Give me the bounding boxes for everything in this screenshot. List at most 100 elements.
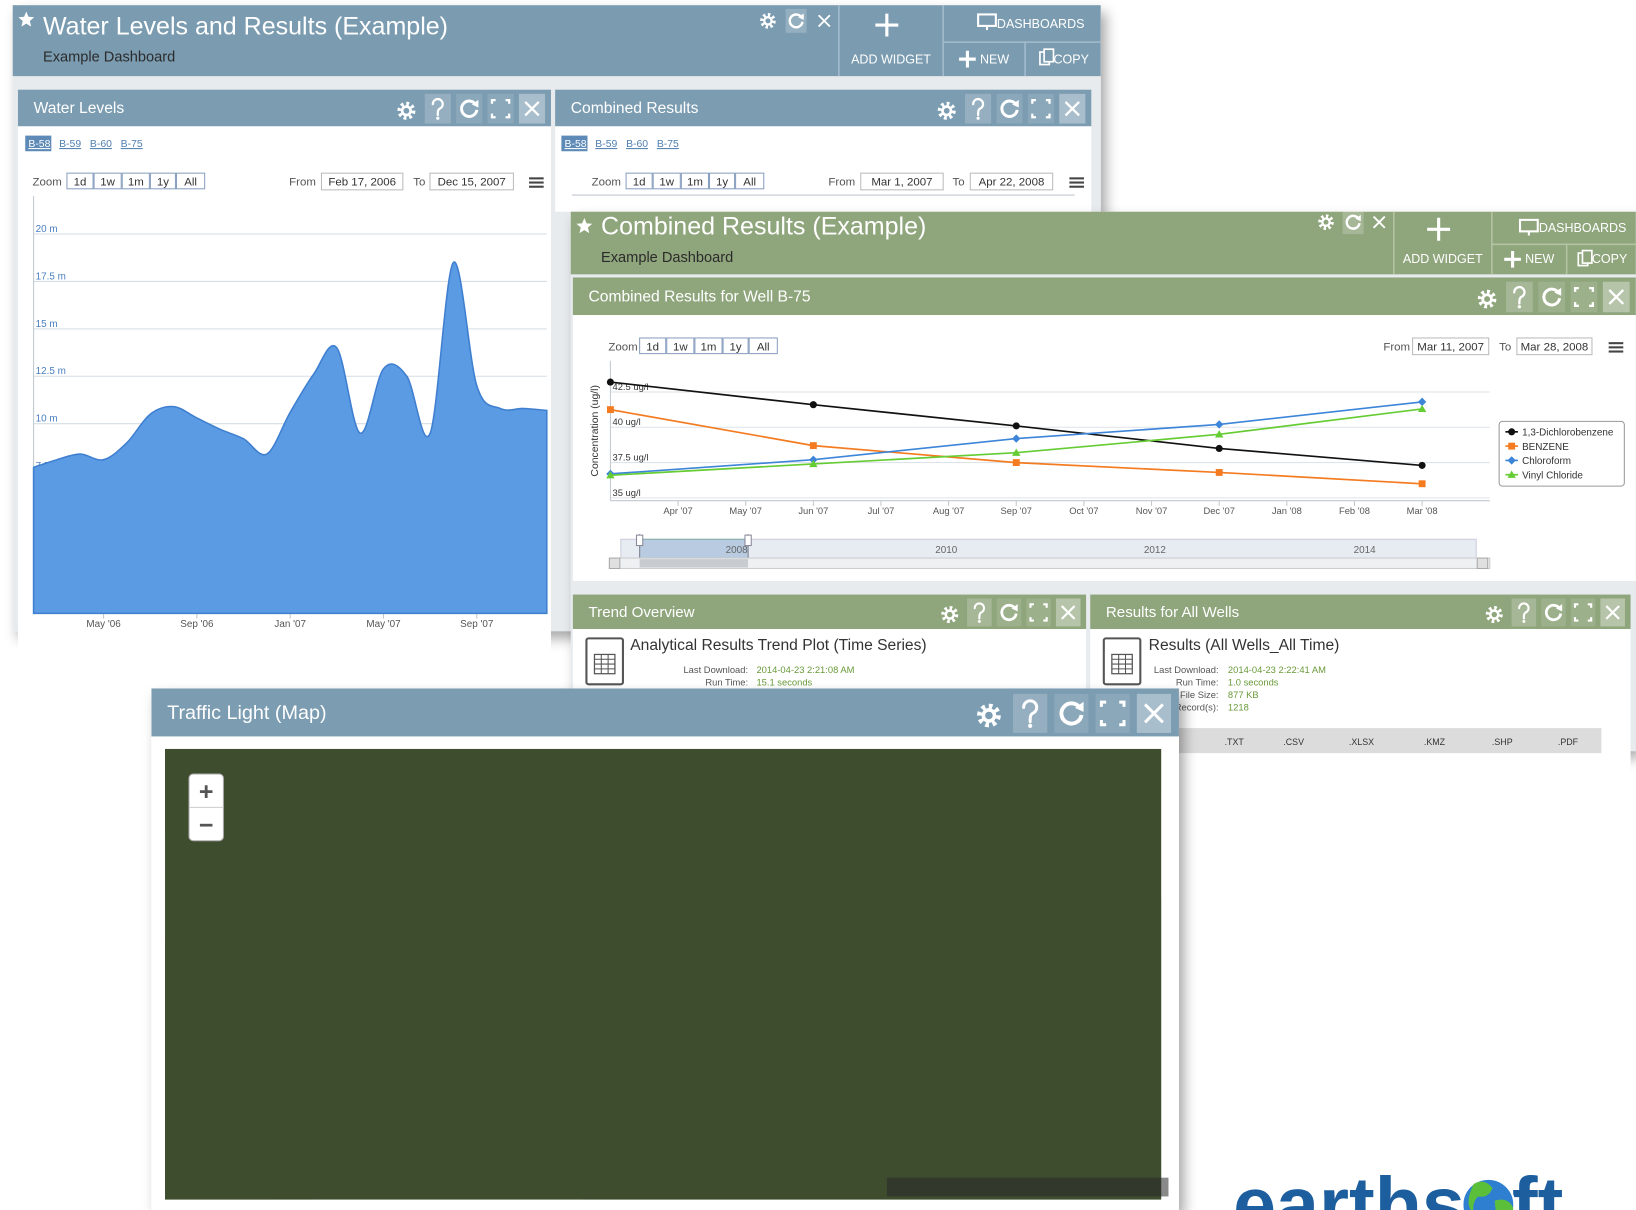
report-field-label: Last Download:: [683, 665, 748, 675]
help-icon-dot: [436, 117, 439, 120]
y-tick-label: 12.5 m: [36, 366, 66, 377]
icon-button[interactable]: [488, 94, 514, 124]
to-label: To: [953, 177, 965, 189]
zoom-button-label: 1m: [701, 341, 717, 353]
x-tick-label: Sep '07: [460, 619, 493, 630]
navigator-label: 2010: [935, 545, 958, 556]
icon-button[interactable]: [1096, 694, 1130, 733]
well-tab[interactable]: B-75: [121, 139, 143, 150]
navigator-handle[interactable]: [637, 535, 643, 545]
y-axis-title: Concentration (ug/l): [590, 385, 601, 477]
legend-label: Chloroform: [1522, 456, 1571, 467]
zoom-button-label: All: [184, 177, 197, 189]
point-marker: [1013, 459, 1020, 466]
y-tick-label: 35 ug/l: [613, 488, 641, 498]
copy-icon: [1044, 49, 1053, 62]
well-tab[interactable]: B-60: [90, 139, 112, 150]
icon-button[interactable]: [1541, 598, 1566, 626]
y-tick-label: 20 m: [36, 224, 58, 235]
widget-title: Results for All Wells: [1106, 604, 1240, 621]
report-icon: [586, 638, 623, 684]
widget-title: Traffic Light (Map): [167, 702, 327, 724]
x-tick-label: Jan '08: [1272, 506, 1302, 516]
x-tick-label: Sep '07: [1001, 506, 1033, 516]
copy-label: COPY: [1054, 52, 1090, 66]
scroll-left[interactable]: [609, 558, 619, 568]
download-button[interactable]: .XLSX: [1349, 737, 1374, 747]
icon-button[interactable]: [456, 94, 482, 124]
zoom-button-label: 1w: [673, 341, 688, 353]
legend-label: 1,3-Dichlorobenzene: [1522, 427, 1614, 438]
report-field-label: Run Time:: [705, 677, 748, 687]
to-label: To: [1499, 341, 1511, 353]
icon-button[interactable]: [997, 598, 1022, 626]
icon-button[interactable]: [1054, 694, 1088, 733]
map-zoom-in[interactable]: +: [199, 778, 214, 806]
icon-button[interactable]: [1026, 598, 1051, 626]
icon-button[interactable]: [1538, 282, 1565, 313]
download-button[interactable]: .SHP: [1492, 737, 1513, 747]
well-tab[interactable]: B-75: [657, 139, 679, 150]
x-tick-label: Oct '07: [1069, 506, 1098, 516]
from-label: From: [828, 177, 855, 189]
point-marker: [810, 401, 817, 408]
x-tick-label: Apr '07: [663, 506, 692, 516]
report-field-value: 2014-04-23 2:21:08 AM: [756, 665, 854, 675]
icon-button[interactable]: [996, 94, 1022, 124]
to-date: Mar 28, 2008: [1521, 341, 1589, 353]
x-tick-label: Aug '07: [933, 506, 965, 516]
from-date: Feb 17, 2006: [328, 177, 396, 189]
dashboard-title: Combined Results (Example): [601, 213, 926, 241]
y-tick-label: 10 m: [36, 414, 58, 425]
widget-title: Combined Results for Well B-75: [589, 288, 811, 305]
report-field-value: 15.1 seconds: [756, 677, 812, 687]
download-button[interactable]: .CSV: [1283, 737, 1304, 747]
zoom-button-label: 1w: [659, 177, 674, 189]
x-tick-label: Mar '08: [1407, 506, 1438, 516]
download-button[interactable]: .PDF: [1558, 737, 1579, 747]
dashboard-subtitle: Example Dashboard: [43, 50, 175, 66]
navigator-label: 2014: [1354, 545, 1377, 556]
download-button[interactable]: .TXT: [1225, 737, 1245, 747]
report-field-label: File Size:: [1180, 690, 1219, 700]
scrollbar-thumb[interactable]: [640, 559, 748, 567]
scroll-right[interactable]: [1477, 558, 1487, 568]
map-zoom-out[interactable]: −: [199, 811, 214, 839]
zoom-button-label: 1d: [74, 177, 87, 189]
well-tab[interactable]: B-59: [59, 139, 81, 150]
dashboard-subtitle: Example Dashboard: [601, 250, 733, 266]
add-widget-label: ADD WIDGET: [1403, 252, 1483, 266]
y-tick-label: 37.5 ug/l: [613, 452, 649, 462]
x-tick-label: Jun '07: [798, 506, 828, 516]
icon-button[interactable]: [1571, 282, 1598, 313]
well-tab[interactable]: B-58: [565, 139, 587, 150]
from-date: Mar 1, 2007: [871, 177, 932, 189]
download-button[interactable]: .KMZ: [1424, 737, 1446, 747]
help-icon-dot: [1522, 620, 1525, 623]
dashboards-label: DASHBOARDS: [1539, 221, 1627, 235]
zoom-button-label: 1m: [687, 177, 703, 189]
x-tick-label: May '07: [729, 506, 762, 516]
zoom-button-label: 1y: [730, 341, 742, 353]
zoom-button-label: All: [757, 341, 770, 353]
point-marker: [607, 379, 614, 386]
add-widget-label: ADD WIDGET: [851, 52, 931, 66]
point-marker: [607, 406, 614, 413]
well-tab[interactable]: B-58: [28, 139, 50, 150]
well-tab[interactable]: B-59: [595, 139, 617, 150]
icon-button[interactable]: [1028, 94, 1054, 124]
point-marker: [1013, 422, 1020, 429]
zoom-label: Zoom: [33, 177, 62, 189]
point-marker: [1508, 428, 1515, 435]
page-body: Water Levels and Results (Example)Exampl…: [0, 0, 1636, 1210]
well-tab[interactable]: B-60: [626, 139, 648, 150]
point-marker: [1216, 469, 1223, 476]
map-attribution-bg: [887, 1178, 1169, 1197]
map-base: [165, 749, 1161, 1200]
icon-button[interactable]: [1571, 598, 1596, 626]
copy-icon: [1582, 251, 1591, 264]
widget-title: Combined Results: [571, 100, 699, 117]
from-label: From: [1383, 341, 1410, 353]
x-tick-label: Nov '07: [1136, 506, 1168, 516]
help-icon-dot: [1518, 305, 1521, 308]
